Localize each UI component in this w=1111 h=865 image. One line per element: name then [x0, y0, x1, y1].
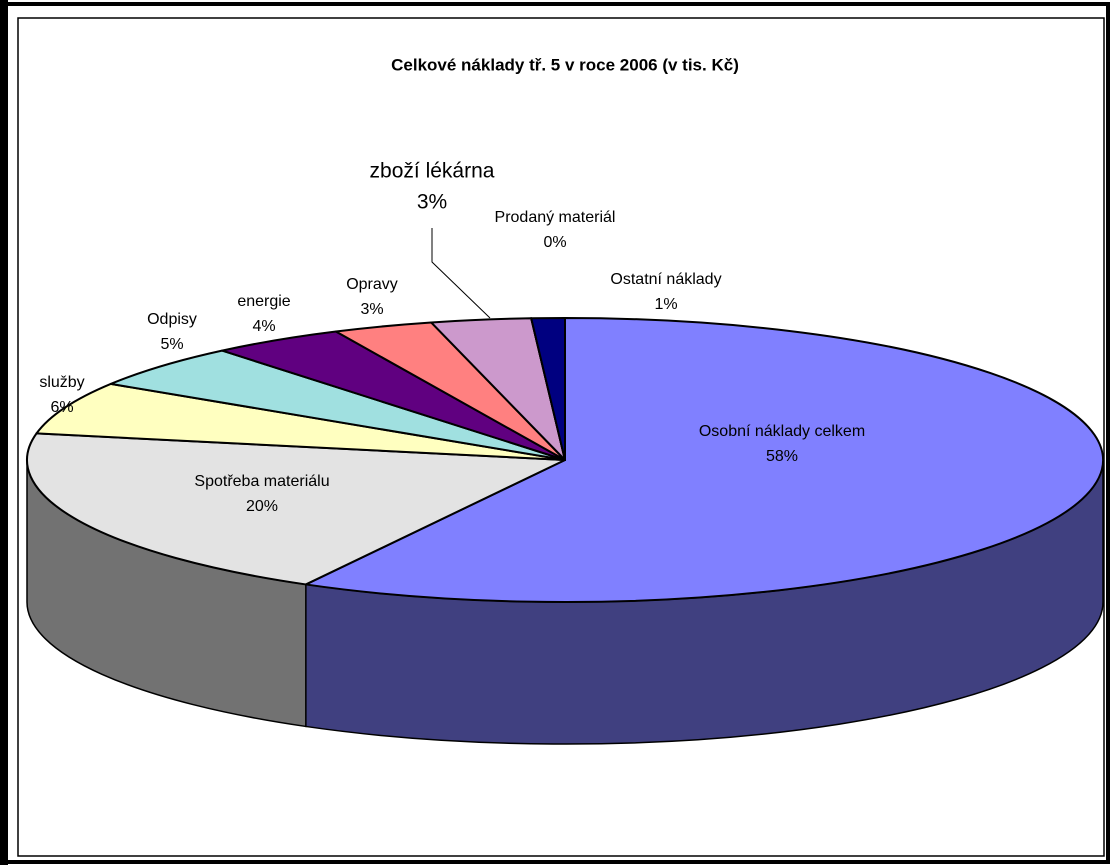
slice-label: Prodaný materiál	[495, 209, 616, 226]
slice-value-label: 20%	[246, 498, 278, 515]
slice-label: zboží lékárna	[370, 160, 495, 183]
slice-label: Odpisy	[147, 311, 197, 328]
slice-value-label: 1%	[654, 296, 677, 313]
pie-slice	[109, 349, 566, 461]
slice-value-label: 4%	[252, 318, 275, 335]
slice-label: služby	[39, 374, 84, 391]
plot-frame	[17, 17, 1105, 857]
pie-slice	[304, 317, 1104, 603]
slice-value-label: 5%	[160, 336, 183, 353]
slice-label: Spotřeba materiálu	[194, 473, 329, 490]
pie-slice	[530, 317, 566, 461]
slice-label: energie	[237, 293, 290, 310]
slice-value-label: 3%	[360, 301, 383, 318]
slice-value-label: 58%	[766, 448, 798, 465]
left-edge	[0, 0, 8, 865]
pie-slice	[35, 382, 566, 461]
pie-slice	[26, 432, 566, 586]
slice-value-label: 6%	[50, 399, 73, 416]
slice-label: Opravy	[346, 276, 398, 293]
slice-label: Ostatní náklady	[610, 271, 721, 288]
slice-label: Osobní náklady celkem	[699, 423, 865, 440]
chart-title: Celkové náklady tř. 5 v roce 2006 (v tis…	[391, 55, 739, 74]
leader-line	[431, 228, 491, 319]
slice-value-label: 0%	[543, 234, 566, 251]
slice-value-label: 3%	[417, 191, 447, 214]
